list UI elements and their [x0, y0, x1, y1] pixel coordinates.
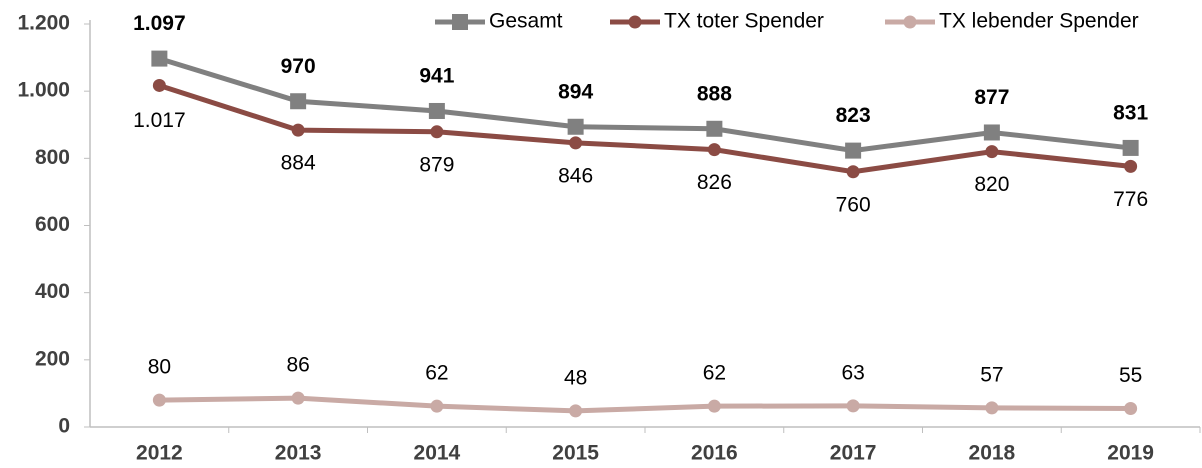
data-point	[569, 404, 583, 418]
data-point	[428, 102, 445, 119]
data-point	[846, 399, 860, 413]
legend-label: TX toter Spender	[664, 10, 824, 33]
data-label: 970	[281, 55, 316, 78]
data-point	[1124, 159, 1138, 173]
data-label: 888	[697, 82, 732, 105]
legend-marker	[452, 14, 468, 30]
data-label: 879	[419, 153, 454, 176]
data-label: 62	[703, 362, 726, 385]
data-label: 1.097	[133, 12, 186, 35]
data-label: 760	[836, 193, 871, 216]
series-line	[159, 395, 1131, 414]
data-point	[290, 93, 307, 110]
legend-marker	[903, 15, 917, 29]
data-label: 776	[1113, 188, 1148, 211]
legend-label: Gesamt	[489, 10, 563, 33]
data-point	[151, 50, 168, 67]
data-point	[1122, 139, 1139, 156]
data-label: 1.017	[133, 109, 186, 132]
data-label: 48	[564, 366, 587, 389]
y-tick-label: 1.200	[17, 12, 70, 35]
x-tick-label: 2015	[552, 442, 599, 465]
data-point	[707, 143, 721, 157]
data-point	[291, 391, 305, 405]
data-point	[845, 142, 862, 159]
data-point	[707, 399, 721, 413]
data-point	[291, 123, 305, 137]
data-label: 894	[558, 80, 593, 103]
x-tick-label: 2014	[414, 442, 461, 465]
data-label: 823	[836, 104, 871, 127]
data-point	[985, 401, 999, 415]
data-label: 846	[558, 164, 593, 187]
data-point	[706, 120, 723, 137]
x-tick-label: 2012	[136, 442, 183, 465]
legend-marker	[628, 15, 642, 29]
y-tick-label: 1.000	[17, 79, 70, 102]
y-tick-label: 0	[58, 415, 70, 438]
y-tick-label: 800	[35, 146, 70, 169]
data-point	[567, 118, 584, 135]
data-point	[985, 145, 999, 159]
legend-label: TX lebender Spender	[939, 10, 1139, 33]
y-tick-label: 600	[35, 213, 70, 236]
y-tick-label: 200	[35, 347, 70, 370]
x-tick-label: 2019	[1107, 442, 1154, 465]
series-line	[158, 83, 1131, 175]
data-label: 831	[1113, 101, 1148, 124]
data-label: 884	[281, 152, 316, 175]
data-label: 826	[697, 171, 732, 194]
data-label: 86	[286, 354, 309, 377]
data-point	[152, 393, 166, 407]
x-tick-label: 2017	[830, 442, 877, 465]
data-point	[569, 136, 583, 150]
data-label: 820	[974, 173, 1009, 196]
data-point	[846, 165, 860, 179]
series-line	[158, 56, 1131, 154]
data-label: 941	[419, 65, 454, 88]
data-point	[1124, 402, 1138, 416]
data-label: 57	[980, 363, 1003, 386]
data-label: 877	[974, 86, 1009, 109]
data-label: 62	[425, 362, 448, 385]
x-tick-label: 2013	[275, 442, 322, 465]
data-point	[430, 399, 444, 413]
data-label: 80	[148, 356, 171, 379]
x-tick-label: 2018	[969, 442, 1016, 465]
data-point	[983, 124, 1000, 141]
y-tick-label: 400	[35, 280, 70, 303]
data-label: 63	[841, 361, 864, 384]
data-label: 55	[1119, 364, 1142, 387]
data-point	[430, 125, 444, 139]
data-point	[152, 78, 166, 92]
x-tick-label: 2016	[691, 442, 738, 465]
